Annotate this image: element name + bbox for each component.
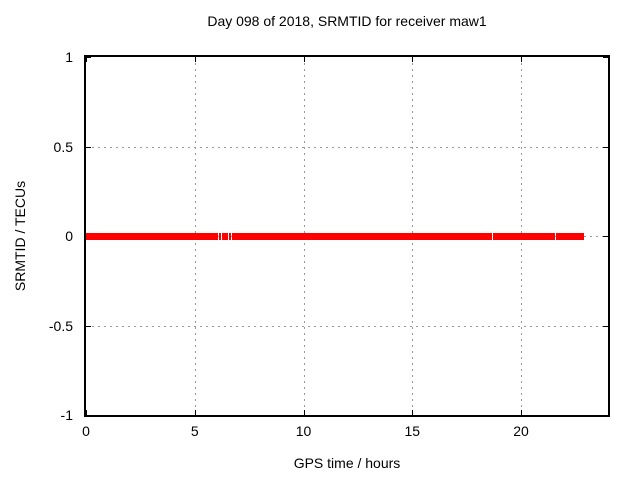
y-tick-mark (86, 326, 91, 327)
x-tick-mark (195, 410, 196, 415)
x-tick-label: 0 (82, 423, 90, 439)
data-series-segment (496, 233, 536, 240)
x-tick-label: 10 (295, 423, 312, 439)
x-tick-mark (412, 410, 413, 415)
y-tick-label: 1 (65, 49, 73, 65)
x-tick-mark (304, 57, 305, 62)
x-tick-mark (521, 410, 522, 415)
x-tick-mark (195, 57, 196, 62)
chart-title: Day 098 of 2018, SRMTID for receiver maw… (207, 13, 487, 29)
y-tick-mark (603, 147, 608, 148)
data-series-segment (536, 233, 541, 240)
x-tick-mark (86, 57, 87, 62)
x-tick-mark (304, 410, 305, 415)
x-tick-mark (412, 57, 413, 62)
plot-area (84, 55, 610, 417)
data-series-segment (219, 233, 221, 240)
y-tick-mark (603, 326, 608, 327)
y-tick-label: 0 (65, 228, 73, 244)
plot-inner (86, 57, 608, 416)
y-tick-label: 0.5 (53, 138, 73, 155)
data-series-segment (541, 233, 555, 240)
y-tick-label: -1 (60, 407, 73, 423)
y-tick-mark (86, 415, 91, 416)
h-gridline (86, 147, 608, 148)
x-tick-mark (86, 410, 87, 415)
y-tick-mark (603, 57, 608, 58)
data-series-segment (229, 233, 231, 240)
y-tick-mark (86, 57, 91, 58)
y-tick-mark (86, 147, 91, 148)
x-tick-label: 20 (513, 423, 529, 439)
data-series-segment (86, 233, 218, 240)
data-series-segment (225, 233, 228, 240)
data-series-segment (222, 233, 225, 240)
h-gridline (86, 326, 608, 327)
x-axis-label: GPS time / hours (293, 455, 401, 471)
x-tick-label: 15 (404, 423, 421, 439)
y-tick-mark (603, 415, 608, 416)
data-series-segment (493, 233, 496, 240)
data-series-segment (232, 233, 492, 240)
data-series-segment (556, 233, 584, 240)
y-tick-label: -0.5 (48, 317, 73, 334)
x-tick-mark (521, 57, 522, 62)
y-tick-mark (603, 236, 608, 237)
x-tick-label: 5 (190, 423, 199, 439)
